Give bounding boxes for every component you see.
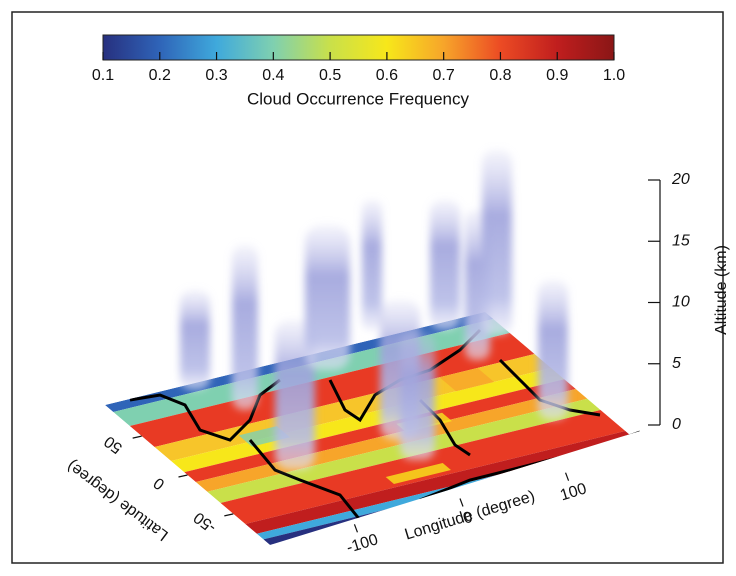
z-axis-label: Altitude (km) [713,245,730,335]
z-tick-label: 10 [672,294,690,311]
colorbar-tick-label: 1.0 [603,67,625,84]
colorbar-tick-label: 0.1 [92,67,114,84]
colorbar-tick-label: 0.9 [546,67,568,84]
z-tick-label: 5 [672,355,681,372]
z-tick-label: 20 [671,171,690,188]
page: {"chart_data": {"type": "3d-volume", "co… [0,0,736,576]
cloud [482,150,512,335]
figure: Cloud Occurrence Frequency Altitude (km)… [0,0,736,576]
colorbar-tick-label: 0.7 [433,67,455,84]
cloud [362,200,382,330]
colorbar-tick-label: 0.6 [376,67,398,84]
colorbar-label: Cloud Occurrence Frequency [247,89,470,108]
colorbar-tick-label: 0.3 [205,67,227,84]
cloud [538,280,568,420]
colorbar-tick-label: 0.5 [319,67,341,84]
cloud [400,330,435,460]
cloud [180,290,210,390]
cloud [430,200,460,330]
colorbar-tick-label: 0.8 [489,67,511,84]
colorbar-tick-label: 0.2 [149,67,171,84]
cloud [305,225,350,370]
cloud [232,245,258,410]
z-tick-label: 15 [672,232,690,249]
z-tick-label: 0 [672,416,681,433]
colorbar [103,35,614,60]
colorbar-tick-label: 0.4 [262,67,284,84]
